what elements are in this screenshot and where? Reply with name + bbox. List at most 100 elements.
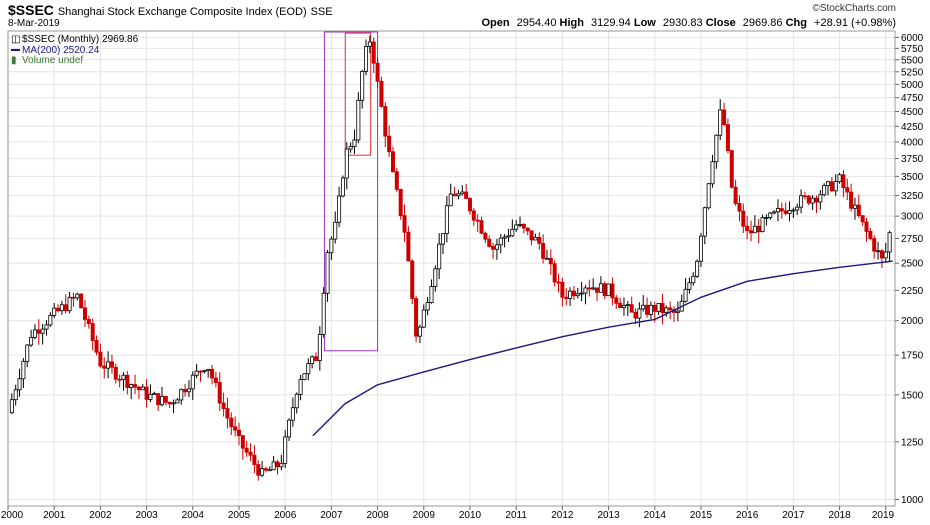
- bull-run-outer-box: [323, 31, 379, 352]
- open-value: 2954.40: [516, 17, 557, 29]
- y-tick-label: 3000: [901, 212, 924, 223]
- price-bar: [90, 318, 95, 351]
- brand-link[interactable]: ©StockCharts.com: [812, 3, 896, 14]
- price-bar: [144, 378, 149, 408]
- price-bar: [591, 278, 596, 291]
- price-bar: [602, 281, 607, 300]
- price-bar: [283, 430, 288, 468]
- price-bar: [537, 232, 542, 250]
- price-bar: [175, 398, 180, 404]
- legend-volume: Volume undef: [22, 55, 83, 66]
- price-bar: [829, 176, 834, 193]
- price-bar: [360, 69, 365, 109]
- y-tick-label: 4250: [901, 122, 924, 133]
- symbol-description: Shanghai Stock Exchange Composite Index …: [57, 6, 307, 18]
- price-bar: [121, 372, 126, 391]
- price-bar: [464, 183, 469, 199]
- price-bar: [17, 368, 22, 397]
- price-bar: [491, 242, 496, 259]
- price-bar: [133, 374, 138, 395]
- x-tick-label: 2009: [413, 510, 436, 521]
- price-bar: [552, 260, 557, 287]
- y-tick-label: 5000: [901, 80, 924, 91]
- price-bar: [645, 297, 650, 318]
- low-value: 2930.83: [662, 17, 703, 29]
- price-bar: [371, 37, 376, 73]
- annotation-boxes: [323, 31, 379, 352]
- price-bar: [822, 183, 827, 197]
- price-bar: [102, 357, 107, 379]
- x-tick-label: 2007: [320, 510, 343, 521]
- price-bar: [556, 274, 561, 293]
- price-bar: [687, 277, 692, 294]
- plot-frame: [7, 30, 896, 507]
- price-bar: [352, 129, 357, 154]
- price-bar: [67, 291, 72, 314]
- price-bar: [248, 443, 253, 462]
- x-tick-label: 2017: [782, 510, 805, 521]
- y-tick-label: 5250: [901, 67, 924, 78]
- price-bar: [714, 134, 719, 169]
- price-bar: [190, 371, 195, 400]
- price-bar: [544, 249, 549, 260]
- price-bar: [514, 220, 519, 232]
- price-bar: [310, 355, 315, 369]
- price-bar: [252, 445, 257, 474]
- price-bar: [159, 386, 164, 407]
- y-tick-label: 1000: [901, 495, 924, 506]
- price-bar: [202, 369, 207, 374]
- price-bar: [71, 292, 76, 307]
- price-bar: [883, 242, 888, 263]
- price-bar: [221, 392, 226, 417]
- price-bar: [206, 368, 211, 378]
- price-bar: [444, 196, 449, 243]
- symbol-exchange: SSE: [310, 6, 333, 18]
- price-bar: [390, 146, 395, 173]
- price-bar: [533, 233, 538, 241]
- price-bar: [217, 372, 222, 411]
- price-bar: [606, 283, 611, 297]
- y-tick-label: 2250: [901, 286, 924, 297]
- price-bar: [225, 397, 230, 429]
- price-bar: [506, 228, 511, 243]
- price-bar: [356, 92, 361, 144]
- price-bar: [737, 195, 742, 222]
- price-bar: [618, 297, 623, 309]
- price-bar: [749, 220, 754, 242]
- price-bar: [452, 187, 457, 197]
- price-bar: [541, 234, 546, 264]
- x-tick-label: 2004: [182, 510, 205, 521]
- price-bar: [498, 234, 503, 254]
- chart-grid: [7, 31, 895, 506]
- x-tick-label: 2010: [459, 510, 482, 521]
- x-tick-label: 2016: [736, 510, 759, 521]
- price-bar: [186, 380, 191, 398]
- price-bar: [487, 235, 492, 248]
- legend-symbol-icon: ◫: [11, 34, 20, 45]
- price-bar: [860, 215, 865, 226]
- price-bar: [521, 223, 526, 234]
- price-bar: [244, 440, 249, 457]
- chart-date: 8-Mar-2019: [8, 18, 60, 29]
- price-bar: [86, 315, 91, 329]
- x-tick-label: 2019: [872, 510, 895, 521]
- price-bar: [25, 344, 30, 368]
- price-bar: [414, 295, 419, 343]
- price-bar: [502, 234, 507, 248]
- ohlc-summary: Open 2954.40 High 3129.94 Low 2930.83 Cl…: [481, 17, 896, 29]
- price-bar: [383, 102, 388, 148]
- price-bar: [375, 57, 380, 88]
- price-bar: [136, 385, 141, 400]
- price-bar: [425, 296, 430, 316]
- price-bar: [579, 281, 584, 302]
- price-bar: [82, 300, 87, 328]
- price-bar: [94, 335, 99, 356]
- x-tick-label: 2018: [828, 510, 851, 521]
- price-bar: [641, 295, 646, 312]
- y-tick-label: 1500: [901, 390, 924, 401]
- high-label: High: [559, 17, 584, 29]
- price-bar: [433, 265, 438, 292]
- price-bar: [518, 216, 523, 228]
- price-bar: [764, 214, 769, 226]
- legend-volume-icon: ▮: [11, 55, 17, 66]
